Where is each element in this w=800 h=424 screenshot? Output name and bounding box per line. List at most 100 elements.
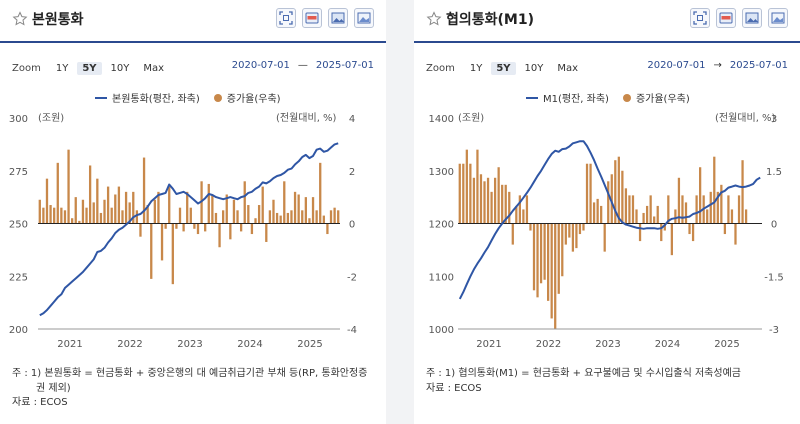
date-from[interactable]: 2020-07-01	[231, 60, 290, 71]
growth-bar[interactable]	[525, 195, 529, 224]
growth-bar[interactable]	[723, 223, 727, 235]
growth-bar[interactable]	[465, 149, 468, 224]
growth-bar[interactable]	[493, 177, 497, 224]
growth-bar[interactable]	[575, 223, 578, 249]
growth-bar[interactable]	[211, 194, 214, 224]
data-download-button[interactable]	[302, 8, 322, 28]
growth-bar[interactable]	[247, 205, 250, 224]
growth-bar[interactable]	[160, 223, 164, 261]
growth-bar[interactable]	[691, 223, 695, 242]
growth-bar[interactable]	[67, 149, 70, 224]
growth-bar[interactable]	[536, 223, 539, 298]
growth-bar[interactable]	[218, 223, 221, 248]
growth-bar[interactable]	[564, 223, 567, 245]
growth-bar[interactable]	[529, 223, 532, 231]
growth-bar[interactable]	[610, 174, 613, 224]
growth-bar[interactable]	[207, 183, 210, 224]
growth-bar[interactable]	[114, 194, 117, 224]
growth-bar[interactable]	[222, 210, 225, 224]
growth-bar[interactable]	[589, 163, 592, 224]
growth-bar[interactable]	[624, 188, 628, 224]
growth-bar[interactable]	[504, 184, 507, 224]
growth-bar[interactable]	[522, 209, 525, 224]
legend-bar-item[interactable]: 증가율(우축)	[622, 90, 690, 105]
growth-bar[interactable]	[649, 195, 652, 224]
growth-bar[interactable]	[585, 163, 589, 224]
growth-bar[interactable]	[744, 209, 748, 224]
growth-bar[interactable]	[469, 163, 472, 224]
growth-bar[interactable]	[638, 223, 642, 242]
growth-bar[interactable]	[204, 223, 207, 232]
growth-bar[interactable]	[60, 207, 63, 224]
growth-bar[interactable]	[677, 177, 681, 224]
growth-bar[interactable]	[319, 162, 322, 224]
star-icon[interactable]	[12, 11, 28, 27]
growth-bar[interactable]	[600, 205, 603, 224]
growth-bar[interactable]	[730, 209, 734, 224]
growth-bar[interactable]	[479, 174, 483, 224]
growth-bar[interactable]	[674, 209, 677, 224]
growth-bar[interactable]	[326, 223, 329, 235]
growth-bar[interactable]	[486, 177, 490, 224]
growth-bar[interactable]	[132, 191, 135, 224]
growth-bar[interactable]	[578, 223, 582, 235]
growth-bar[interactable]	[117, 186, 121, 224]
growth-bar[interactable]	[699, 167, 702, 224]
growth-bar[interactable]	[254, 218, 257, 224]
growth-bar[interactable]	[476, 149, 479, 224]
growth-bar[interactable]	[490, 191, 493, 224]
image-save-button[interactable]	[768, 8, 788, 28]
growth-bar[interactable]	[243, 181, 246, 224]
growth-bar[interactable]	[737, 195, 741, 224]
growth-bar[interactable]	[554, 223, 557, 330]
growth-bar[interactable]	[110, 207, 113, 224]
growth-bar[interactable]	[229, 223, 232, 240]
zoom-1y-button[interactable]: 1Y	[469, 62, 483, 74]
growth-bar[interactable]	[146, 205, 149, 224]
growth-bar[interactable]	[103, 199, 106, 224]
growth-bar[interactable]	[656, 205, 659, 224]
growth-bar[interactable]	[667, 195, 670, 224]
growth-bar[interactable]	[214, 212, 218, 224]
growth-bar[interactable]	[497, 167, 500, 224]
growth-bar[interactable]	[720, 184, 723, 224]
growth-bar[interactable]	[561, 223, 564, 277]
growth-bar[interactable]	[518, 195, 521, 224]
star-icon[interactable]	[426, 11, 442, 27]
growth-bar[interactable]	[301, 210, 304, 224]
date-to[interactable]: 2025-07-01	[315, 60, 374, 71]
growth-bar[interactable]	[543, 223, 546, 280]
growth-bar[interactable]	[92, 202, 95, 224]
growth-bar[interactable]	[304, 197, 307, 224]
growth-bar[interactable]	[196, 223, 200, 235]
growth-bar[interactable]	[329, 210, 333, 224]
growth-bar[interactable]	[695, 195, 698, 224]
zoom-5y-button[interactable]: 5Y	[77, 61, 102, 75]
growth-bar[interactable]	[550, 223, 553, 319]
growth-bar[interactable]	[236, 210, 239, 224]
zoom-10y-button[interactable]: 10Y	[110, 62, 130, 74]
image-save-button[interactable]	[354, 8, 374, 28]
growth-bar[interactable]	[186, 191, 189, 224]
growth-bar[interactable]	[128, 202, 131, 224]
growth-bar[interactable]	[592, 202, 596, 224]
growth-bar[interactable]	[42, 207, 45, 224]
growth-bar[interactable]	[607, 181, 610, 224]
growth-bar[interactable]	[621, 170, 624, 224]
fullscreen-button[interactable]	[276, 8, 296, 28]
level-line[interactable]	[39, 142, 339, 317]
growth-bar[interactable]	[508, 191, 511, 224]
growth-bar[interactable]	[124, 191, 128, 224]
growth-bar[interactable]	[557, 223, 560, 294]
growth-bar[interactable]	[645, 205, 649, 224]
growth-bar[interactable]	[684, 202, 688, 224]
growth-bar[interactable]	[250, 223, 254, 235]
growth-bar[interactable]	[272, 199, 275, 224]
growth-bar[interactable]	[532, 223, 536, 291]
growth-bar[interactable]	[121, 210, 124, 224]
growth-bar[interactable]	[189, 207, 192, 224]
data-download-button[interactable]	[716, 8, 736, 28]
growth-bar[interactable]	[279, 215, 282, 224]
legend-line-item[interactable]: M1(평잔, 좌축)	[526, 90, 609, 105]
growth-bar[interactable]	[501, 184, 504, 224]
